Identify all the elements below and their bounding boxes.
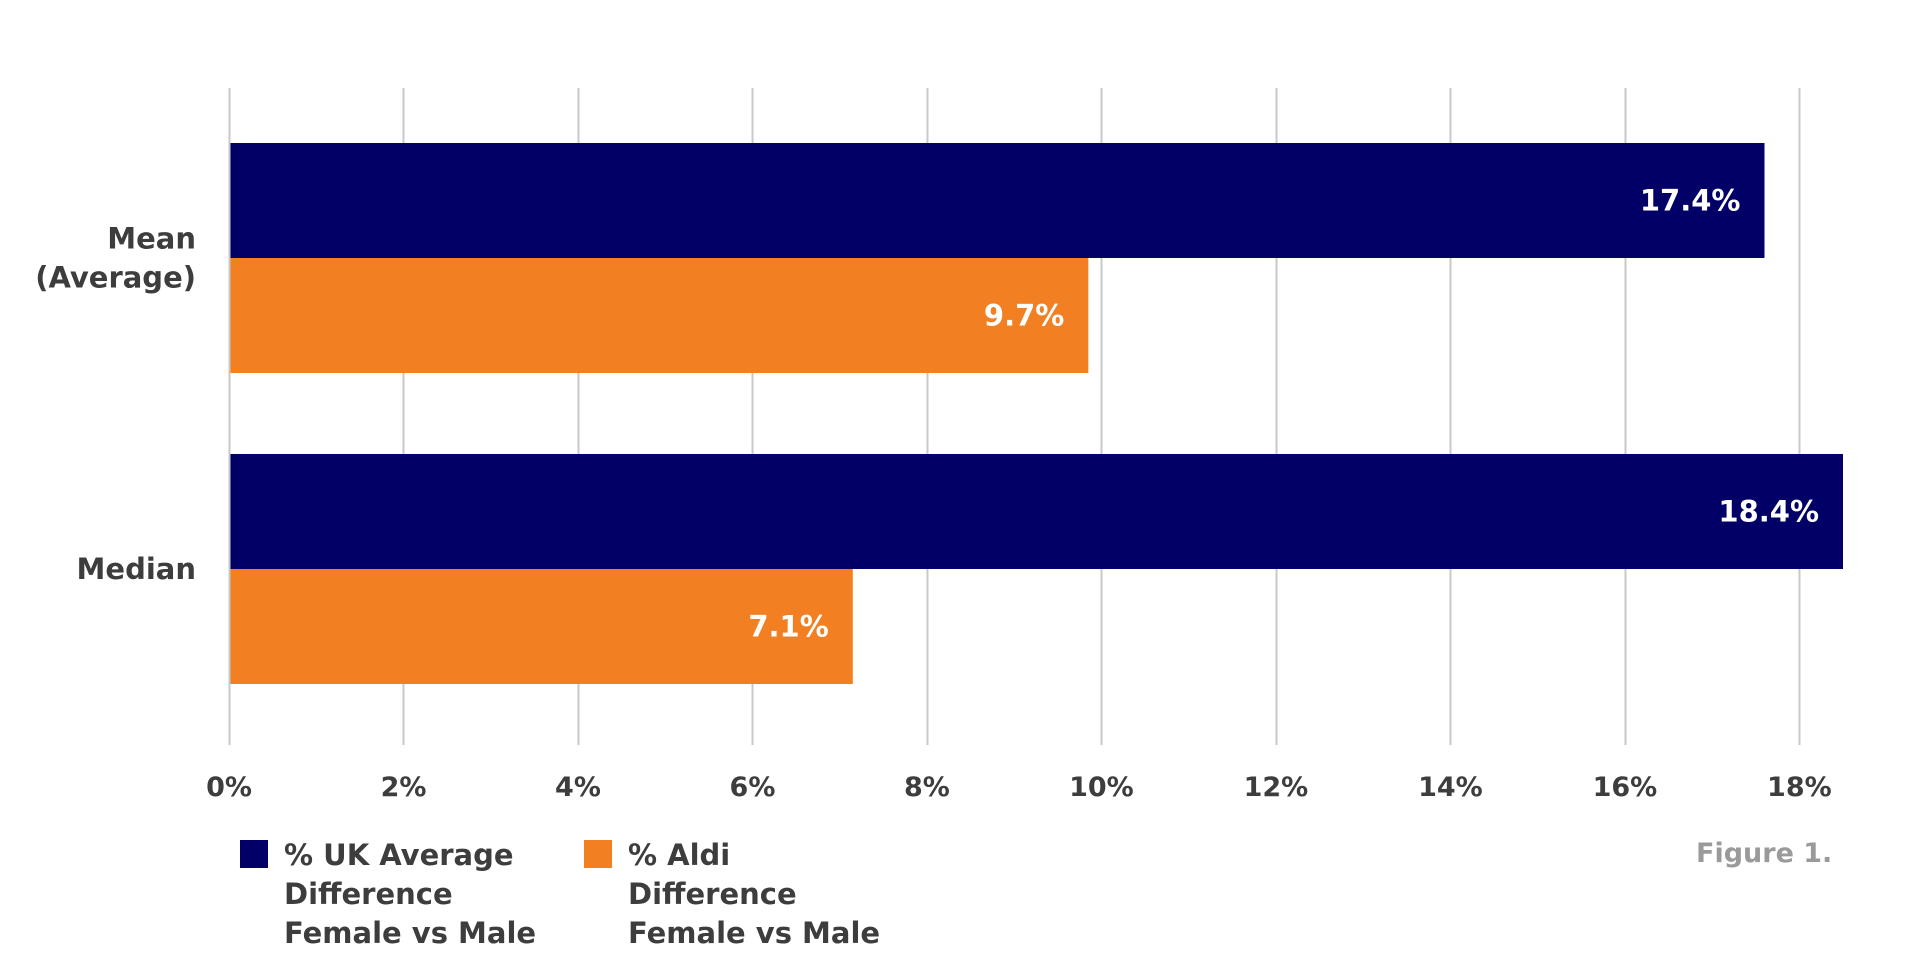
bar xyxy=(229,258,1089,373)
category-label: (Average) xyxy=(35,261,196,295)
x-tick-label: 16% xyxy=(1593,772,1658,803)
x-tick-label: 12% xyxy=(1244,772,1309,803)
bar-data-label: 17.4% xyxy=(1640,184,1741,218)
bar-data-label: 18.4% xyxy=(1718,495,1819,529)
legend-label-line: Female vs Male xyxy=(628,916,881,950)
bar xyxy=(229,143,1765,258)
legend-label-line: Difference xyxy=(284,877,453,911)
x-tick-label: 18% xyxy=(1767,772,1832,803)
legend-label-line: Difference xyxy=(628,877,797,911)
bar-data-label: 9.7% xyxy=(984,299,1064,333)
bar xyxy=(229,454,1843,569)
legend-label-aldi: % Aldi Difference Female vs Male xyxy=(628,836,880,953)
category-label: Median xyxy=(77,552,196,586)
x-tick-label: 6% xyxy=(730,772,776,803)
legend-label-uk-average: % UK Average Difference Female vs Male xyxy=(284,836,536,953)
legend-swatch-uk-average xyxy=(240,840,268,868)
x-tick-label: 4% xyxy=(555,772,601,803)
legend-label-line: % Aldi xyxy=(628,838,731,872)
x-tick-label: 0% xyxy=(206,772,252,803)
x-tick-label: 2% xyxy=(381,772,427,803)
legend-label-line: % UK Average xyxy=(284,838,514,872)
x-tick-label: 14% xyxy=(1418,772,1483,803)
x-tick-label: 10% xyxy=(1069,772,1134,803)
legend-label-line: Female vs Male xyxy=(284,916,537,950)
x-tick-label: 8% xyxy=(904,772,950,803)
bar xyxy=(229,569,853,684)
bar-data-label: 7.1% xyxy=(748,610,828,644)
legend-item-aldi: % Aldi Difference Female vs Male xyxy=(584,836,880,953)
legend-swatch-aldi xyxy=(584,840,612,868)
category-label: Mean xyxy=(107,222,196,256)
legend-item-uk-average: % UK Average Difference Female vs Male xyxy=(240,836,536,953)
figure-caption: Figure 1. xyxy=(1696,838,1833,869)
